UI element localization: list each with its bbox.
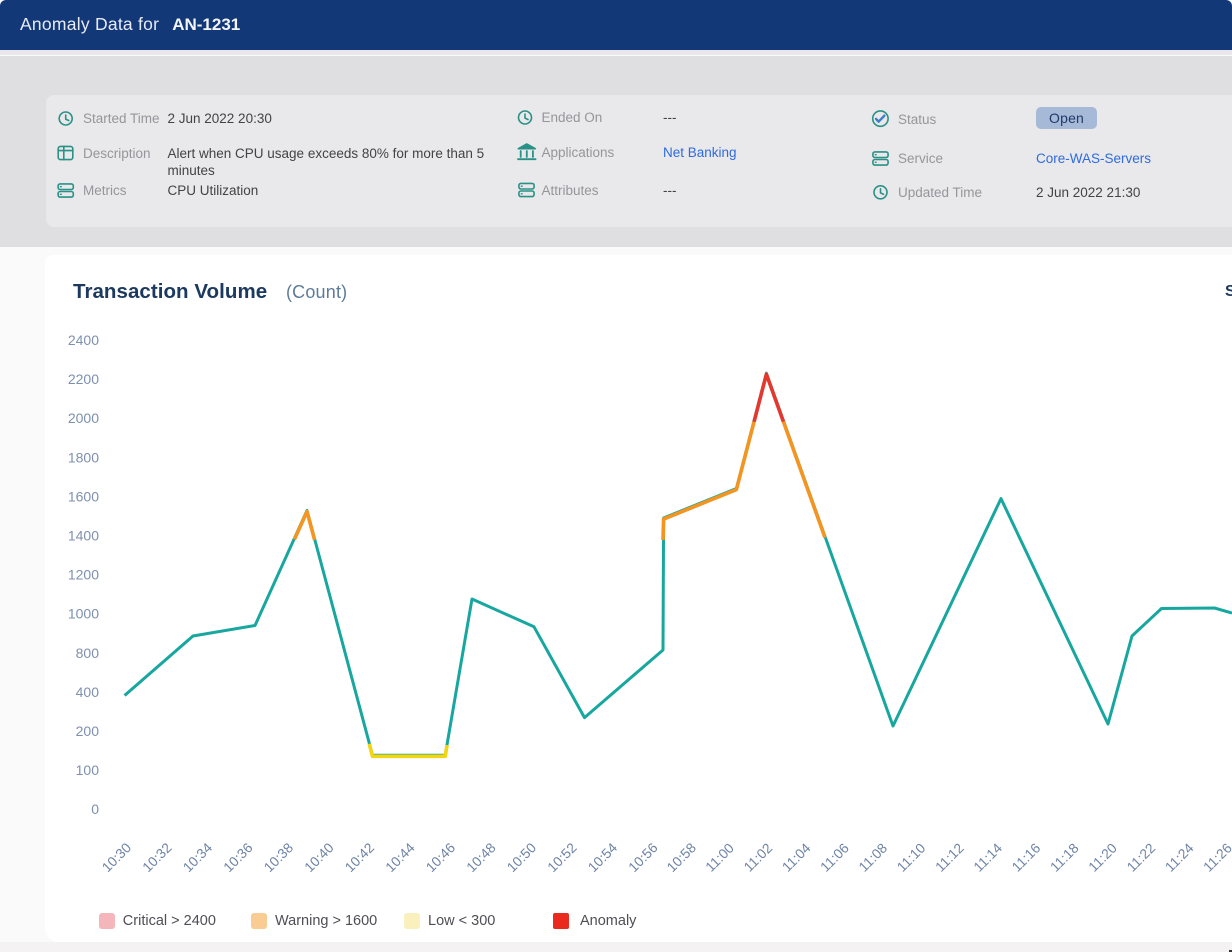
svg-text:10:56: 10:56	[626, 840, 661, 875]
svg-text:11:02: 11:02	[741, 840, 775, 874]
svg-text:2400: 2400	[68, 332, 99, 348]
svg-text:10:40: 10:40	[302, 840, 337, 875]
svg-text:10:54: 10:54	[585, 840, 620, 875]
svg-text:400: 400	[76, 684, 100, 700]
svg-text:10:58: 10:58	[664, 840, 699, 875]
svg-text:10:32: 10:32	[140, 840, 175, 875]
svg-text:11:20: 11:20	[1086, 840, 1121, 875]
svg-text:10:38: 10:38	[261, 840, 296, 875]
svg-text:10:52: 10:52	[545, 840, 580, 875]
svg-text:11:04: 11:04	[779, 840, 814, 875]
svg-text:11:12: 11:12	[932, 840, 966, 874]
svg-text:100: 100	[76, 762, 100, 778]
svg-text:10:30: 10:30	[99, 840, 134, 875]
svg-text:11:06: 11:06	[818, 840, 853, 875]
svg-text:10:44: 10:44	[383, 840, 418, 875]
svg-text:10:46: 10:46	[423, 840, 458, 875]
svg-text:11:10: 11:10	[894, 840, 929, 875]
svg-text:1600: 1600	[68, 488, 99, 504]
svg-text:11:16: 11:16	[1009, 840, 1044, 875]
svg-text:1200: 1200	[68, 567, 99, 583]
svg-text:10:36: 10:36	[221, 840, 256, 875]
svg-text:200: 200	[76, 723, 100, 739]
svg-text:1000: 1000	[68, 606, 99, 622]
svg-text:11:14: 11:14	[971, 840, 1006, 875]
svg-text:11:22: 11:22	[1124, 840, 1158, 874]
svg-text:1800: 1800	[68, 449, 99, 465]
svg-text:10:50: 10:50	[504, 840, 539, 875]
svg-text:11:08: 11:08	[856, 840, 891, 875]
svg-text:0: 0	[91, 801, 99, 817]
svg-text:11:26: 11:26	[1201, 840, 1232, 875]
svg-text:800: 800	[76, 645, 100, 661]
svg-text:11:24: 11:24	[1162, 840, 1197, 875]
svg-text:11:00: 11:00	[703, 840, 738, 875]
svg-text:10:48: 10:48	[464, 840, 499, 875]
svg-text:10:34: 10:34	[180, 840, 215, 875]
svg-text:10:42: 10:42	[342, 840, 377, 875]
svg-text:2200: 2200	[68, 371, 99, 387]
svg-text:11:18: 11:18	[1047, 840, 1082, 875]
svg-text:1400: 1400	[68, 528, 99, 544]
svg-text:2000: 2000	[68, 410, 99, 426]
